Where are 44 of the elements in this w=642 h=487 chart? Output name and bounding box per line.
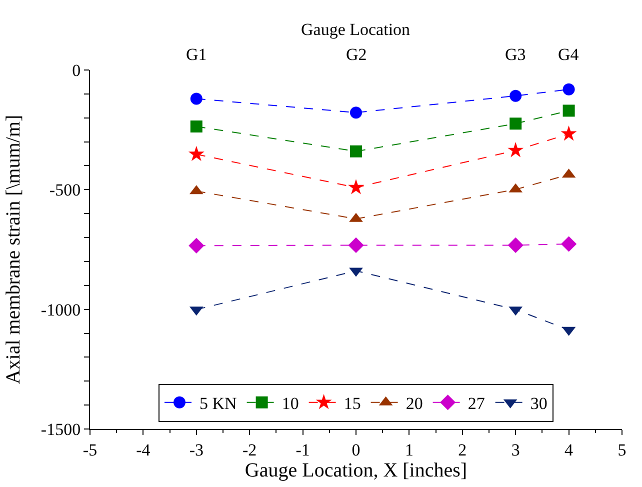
x-tick-label: -5 (82, 440, 98, 460)
point (190, 92, 202, 105)
point (562, 83, 575, 96)
x-tick-label: -3 (189, 440, 204, 460)
y-tick-label: -500 (49, 180, 81, 200)
point (190, 120, 202, 132)
x-tick-label: 2 (458, 440, 467, 460)
point (348, 237, 364, 253)
text: G2 (346, 45, 367, 64)
x-tick-label: -2 (242, 440, 257, 460)
point (560, 126, 577, 141)
x-tick-label: -1 (296, 440, 310, 460)
x-tick-label: 4 (564, 440, 574, 460)
point (188, 146, 204, 162)
point (562, 104, 575, 117)
text: G1 (186, 45, 207, 64)
legend-label: 15 (344, 394, 361, 413)
legend-label: 5 KN (200, 394, 237, 413)
point (510, 118, 522, 130)
text: Gauge Location (301, 20, 411, 39)
x-tick-label: 0 (352, 440, 360, 460)
x-tick-label: -4 (136, 440, 151, 460)
x-tick-label: 1 (404, 440, 414, 460)
x-axis-title: Gauge Location, X [inches] (244, 459, 468, 482)
point (508, 237, 524, 253)
point (348, 179, 364, 194)
legend-label: 27 (468, 394, 486, 413)
y-tick-label: -1500 (40, 420, 81, 439)
point (510, 90, 522, 102)
x-tick-label: 5 (618, 440, 626, 460)
y-axis-title: Axial membrane strain [\mum/m] (2, 114, 24, 384)
text: G3 (505, 45, 526, 64)
point (188, 238, 204, 254)
point (350, 145, 362, 158)
x-tick-label: 3 (511, 440, 520, 460)
y-tick-label: 0 (72, 60, 81, 80)
point (561, 236, 577, 252)
legend-label: 30 (530, 394, 548, 413)
point (508, 142, 524, 158)
text: G4 (558, 45, 580, 64)
y-tick-label: -1000 (40, 300, 81, 320)
legend-label: 20 (406, 394, 423, 413)
point (350, 106, 362, 119)
legend-label: 10 (282, 394, 299, 413)
